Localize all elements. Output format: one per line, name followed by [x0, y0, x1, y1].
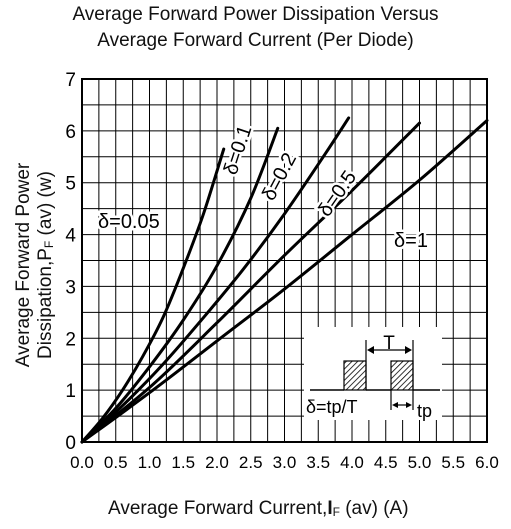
x-tick-label: 0.5 [104, 453, 128, 472]
inset-tp-label: tp [417, 401, 432, 421]
y-axis-label-suffix: (av) (w) [35, 171, 56, 241]
x-tick-label: 5.0 [408, 453, 432, 472]
y-tick-label: 1 [65, 381, 76, 402]
x-tick-label: 6.0 [475, 453, 499, 472]
grid [82, 79, 487, 442]
x-tick-label: 0.0 [70, 453, 94, 472]
y-axis-label-prefix: Dissipation,P [35, 248, 56, 359]
x-tick-label: 2.5 [239, 453, 263, 472]
tp-arrow-left [392, 402, 398, 408]
period-arrow-right [405, 346, 412, 354]
chart-title-line1: Average Forward Power Dissipation Versus [72, 4, 439, 25]
curve-delta-0-05 [80, 147, 226, 444]
y-tick-label: 4 [65, 226, 76, 247]
y-tick-label: 0 [65, 433, 76, 454]
y-axis-label-sub: F [42, 240, 56, 249]
x-tick-label: 2.0 [205, 453, 229, 472]
y-tick-label: 5 [65, 174, 76, 195]
x-tick-labels: 0.0 0.5 1.0 1.5 2.0 2.5 3.0 3.5 4.0 4.5 5.0 5.5 6.0 [70, 453, 499, 472]
x-tick-label: 1.0 [138, 453, 162, 472]
series-label-delta-0-05: δ=0.05 [98, 211, 160, 233]
x-axis-label-prefix: Average Forward Current, [108, 498, 328, 519]
x-axis-label-bold: I [327, 498, 333, 519]
x-axis-label-sub: F [332, 505, 340, 519]
series-label-delta-1: δ=1 [394, 230, 428, 252]
x-tick-label: 4.0 [340, 453, 364, 472]
period-arrow-left [367, 346, 374, 354]
series-labels: δ=0.05δ=0.1 δ=0.2 δ=0.5δ=1 [96, 120, 431, 254]
x-tick-label: 3.0 [273, 453, 297, 472]
pulse-1 [343, 360, 367, 391]
y-axis-label: Average Forward Power Dissipation,PF (av… [13, 152, 61, 378]
x-tick-label: 3.5 [306, 453, 330, 472]
plot-frame [81, 78, 488, 443]
y-tick-label: 7 [65, 70, 76, 91]
curve-delta-0-1 [80, 126, 280, 444]
duty-cycle-inset: Tδ=tp/T tp [304, 327, 442, 421]
x-axis-label-suffix: (av) (A) [339, 498, 409, 519]
series-label-delta-0-5: δ=0.5 [314, 167, 361, 221]
y-axis-label-line2: Dissipation,PF (av) (w) [35, 152, 60, 378]
series-label-delta-0-2: δ=0.2 [258, 149, 301, 204]
curve-delta-0-5 [80, 121, 421, 444]
inset-background [304, 327, 442, 420]
chart-title-line2: Average Forward Current (Per Diode) [97, 30, 414, 51]
series-curves [80, 116, 489, 444]
curve-delta-0-2 [80, 116, 351, 444]
x-tick-label: 4.5 [374, 453, 398, 472]
x-tick-label: 1.5 [171, 453, 195, 472]
x-tick-label: 5.5 [441, 453, 465, 472]
inset-period-label: T [383, 333, 395, 354]
tp-arrow-right [406, 402, 412, 408]
y-tick-label: 6 [65, 122, 76, 143]
curve-delta-1 [80, 118, 489, 444]
x-axis-label: Average Forward Current,IF (av) (A) [108, 498, 409, 520]
y-tick-label: 2 [65, 329, 76, 350]
pulse-2 [390, 360, 414, 391]
y-tick-label: 3 [65, 277, 76, 298]
y-tick-labels: 0 1 2 3 4 5 6 7 [65, 70, 76, 454]
inset-formula: δ=tp/T [306, 397, 358, 417]
y-axis-label-line1: Average Forward Power [13, 162, 34, 368]
